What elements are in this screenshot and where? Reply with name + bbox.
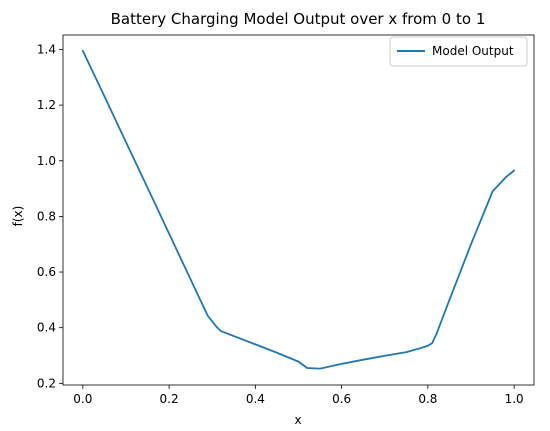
y-axis-ticks: 0.2 0.4 0.6 0.8 1.0 1.2 1.4 — [37, 42, 63, 390]
series-layer — [81, 49, 516, 370]
chart-title: Battery Charging Model Output over x fro… — [111, 10, 486, 28]
legend: Model Output — [389, 36, 528, 67]
x-tick-label: 0.6 — [332, 392, 351, 406]
x-tick-label: 0.8 — [418, 392, 437, 406]
x-tick-label: 0.0 — [73, 392, 92, 406]
x-axis-ticks: 0.0 0.2 0.4 0.6 0.8 1.0 — [73, 385, 524, 406]
y-tick-label: 1.2 — [37, 98, 56, 112]
y-tick-label: 1.0 — [37, 154, 56, 168]
legend-box — [389, 36, 528, 67]
y-tick-label: 0.4 — [37, 321, 56, 335]
plot-area — [62, 34, 535, 386]
y-tick-label: 0.8 — [37, 209, 56, 223]
x-tick-label: 1.0 — [505, 392, 524, 406]
legend-label-model-output: Model Output — [432, 44, 514, 58]
y-tick-label: 1.4 — [37, 42, 56, 56]
y-tick-label: 0.2 — [37, 376, 56, 390]
x-axis-label: x — [294, 413, 301, 427]
y-axis-label: f(x) — [11, 206, 25, 227]
series-line-model-output — [81, 49, 516, 370]
x-tick-label: 0.4 — [246, 392, 265, 406]
plot-frame — [62, 34, 535, 386]
x-tick-label: 0.2 — [160, 392, 179, 406]
y-tick-label: 0.6 — [37, 265, 56, 279]
